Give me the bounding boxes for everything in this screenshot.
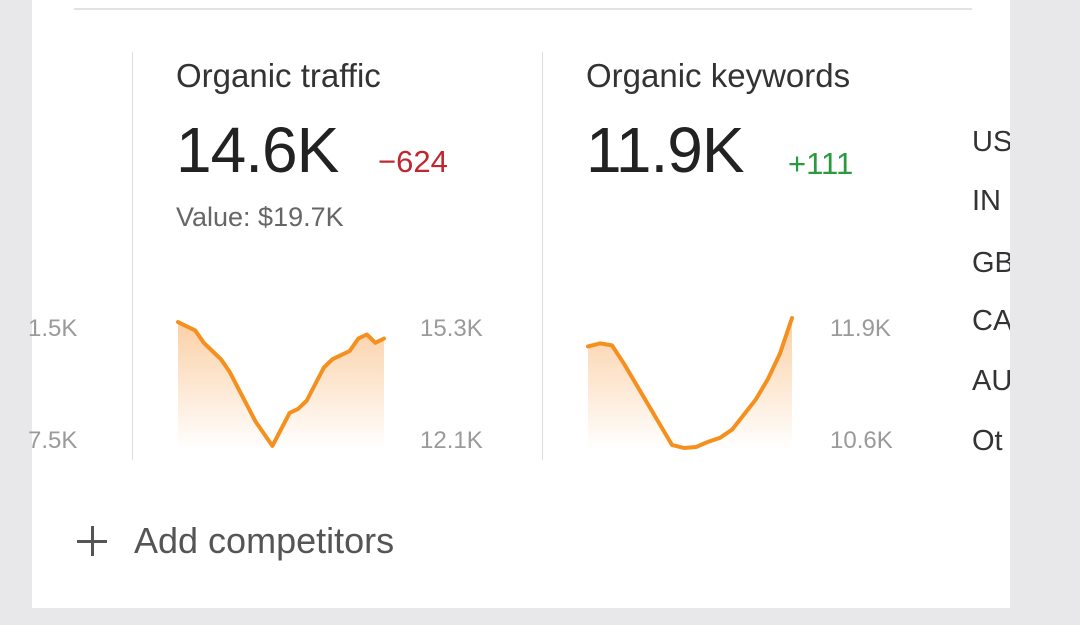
organic-keywords-axis-top: 11.9K xyxy=(830,315,891,342)
add-competitors-label: Add competitors xyxy=(134,520,395,561)
organic-traffic-axis-bottom: 12.1K xyxy=(420,427,483,454)
add-competitors-button[interactable]: Add competitors xyxy=(76,520,394,562)
organic-traffic-sparkline xyxy=(176,320,386,450)
organic-traffic-delta: −624 xyxy=(378,144,448,179)
country-item[interactable]: US xyxy=(972,126,1010,158)
prev-axis-top-label: 1.5K xyxy=(28,315,78,342)
column-divider xyxy=(542,52,543,460)
sparkline-area xyxy=(178,322,384,450)
organic-traffic-axis-top: 15.3K xyxy=(420,315,483,342)
sparkline-area xyxy=(588,318,792,450)
column-divider xyxy=(132,52,133,460)
plus-icon xyxy=(76,525,108,557)
country-item[interactable]: Ot xyxy=(972,425,1003,457)
organic-keywords-sparkline xyxy=(586,316,794,450)
country-item[interactable]: IN xyxy=(972,185,1001,217)
organic-traffic-value: 14.6K xyxy=(176,114,339,186)
sparkline-line xyxy=(586,316,794,450)
country-item[interactable]: CA xyxy=(972,305,1010,337)
organic-keywords-axis-bottom: 10.6K xyxy=(830,427,893,454)
country-item[interactable]: AU xyxy=(972,365,1010,397)
organic-traffic-value-line: Value: $19.7K xyxy=(176,202,344,232)
organic-keywords-value: 11.9K xyxy=(586,114,744,186)
top-divider xyxy=(74,8,972,10)
organic-traffic-title: Organic traffic xyxy=(176,57,381,94)
overview-card xyxy=(32,0,1010,608)
organic-keywords-title: Organic keywords xyxy=(586,57,851,94)
sparkline-line xyxy=(176,320,386,448)
prev-axis-bottom-label: 7.5K xyxy=(28,427,78,454)
country-item[interactable]: GB xyxy=(972,247,1010,279)
organic-keywords-delta: +111 xyxy=(788,146,854,181)
